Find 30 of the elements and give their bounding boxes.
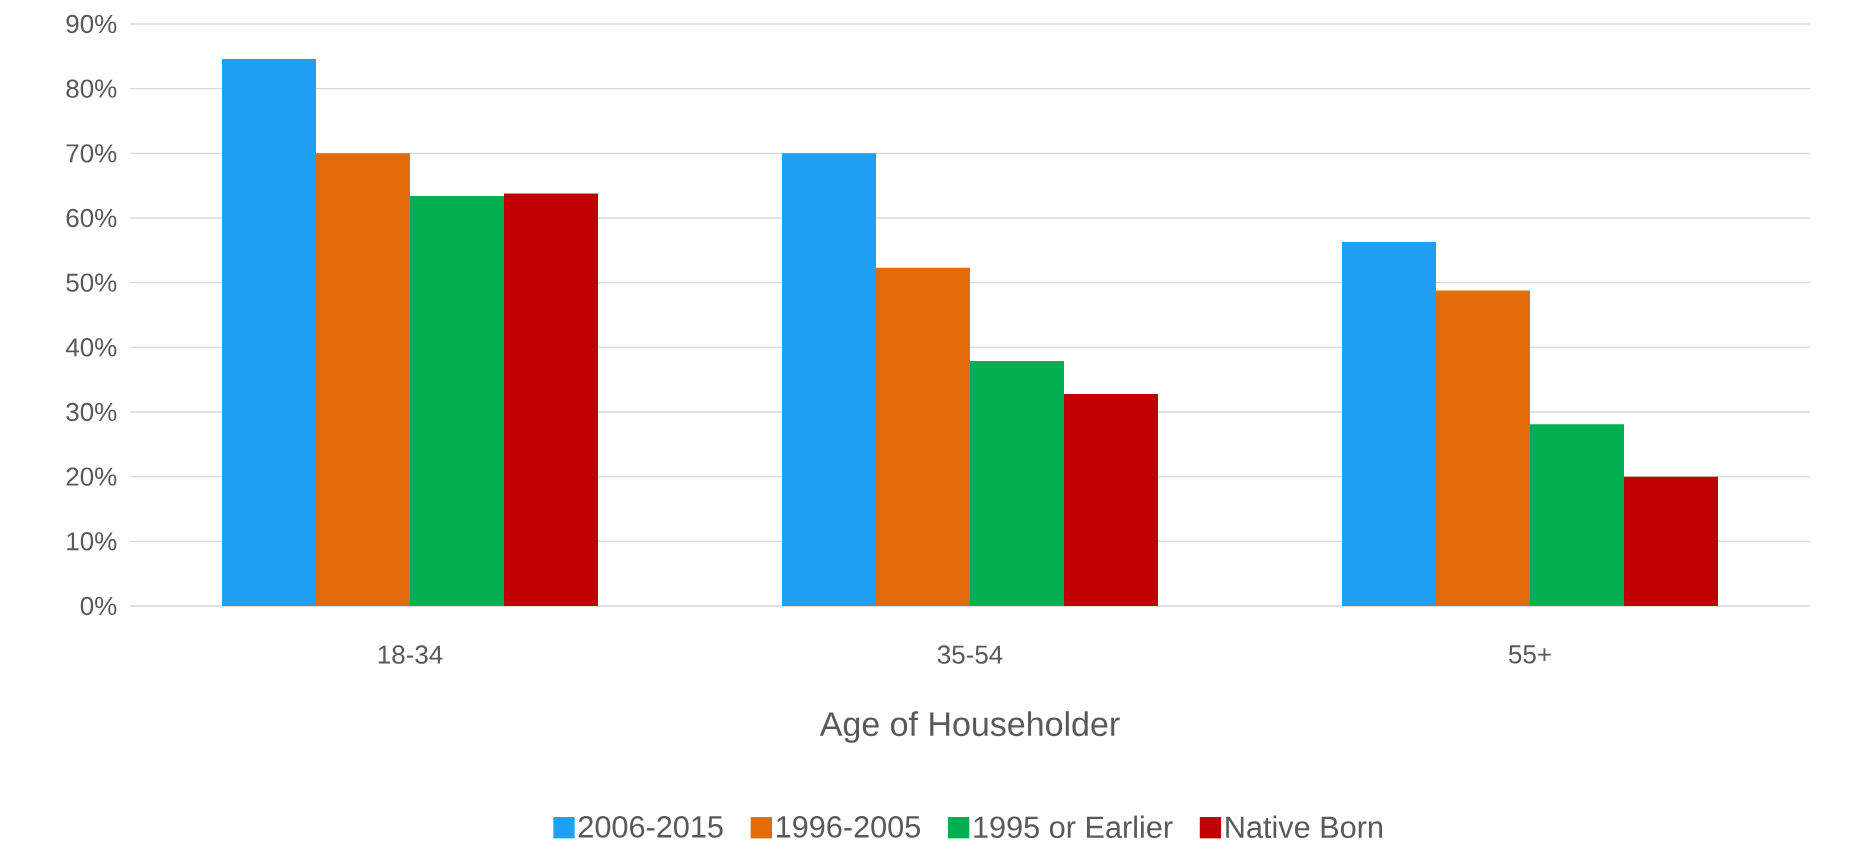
bar — [970, 360, 1065, 606]
bar — [1342, 241, 1436, 606]
y-tick-label: 20% — [66, 467, 117, 486]
y-tick-label: 30% — [66, 402, 117, 422]
x-tick-label: 55+ — [1509, 645, 1551, 664]
legend-label: Native Born — [1226, 815, 1382, 839]
y-tick-label: 0% — [80, 596, 117, 616]
y-tick-label: 40% — [65, 338, 117, 357]
bar — [876, 267, 971, 606]
bar — [1064, 393, 1159, 606]
legend-label: 1995 or Earlier — [974, 815, 1173, 839]
legend-label: 1996-2005 — [777, 815, 920, 838]
bar — [1436, 290, 1530, 606]
y-tick-label: 60% — [66, 208, 117, 228]
legend-label: 2006-2015 — [578, 815, 723, 838]
x-tick-label: 35-54 — [937, 645, 1003, 664]
bar — [222, 58, 317, 606]
bar — [1530, 424, 1624, 606]
bar — [504, 193, 599, 606]
y-tick-label: 90% — [66, 14, 117, 34]
bar — [1624, 476, 1718, 606]
bar — [782, 153, 877, 606]
bar — [316, 153, 411, 606]
y-tick-label: 70% — [66, 144, 117, 163]
x-axis-title: Age of Householder — [819, 711, 1120, 743]
y-tick-label: 80% — [66, 79, 117, 98]
x-tick-label: 18-34 — [378, 645, 443, 664]
y-tick-label: 10% — [67, 532, 117, 551]
bar — [410, 195, 505, 606]
y-tick-label: 50% — [66, 273, 117, 292]
